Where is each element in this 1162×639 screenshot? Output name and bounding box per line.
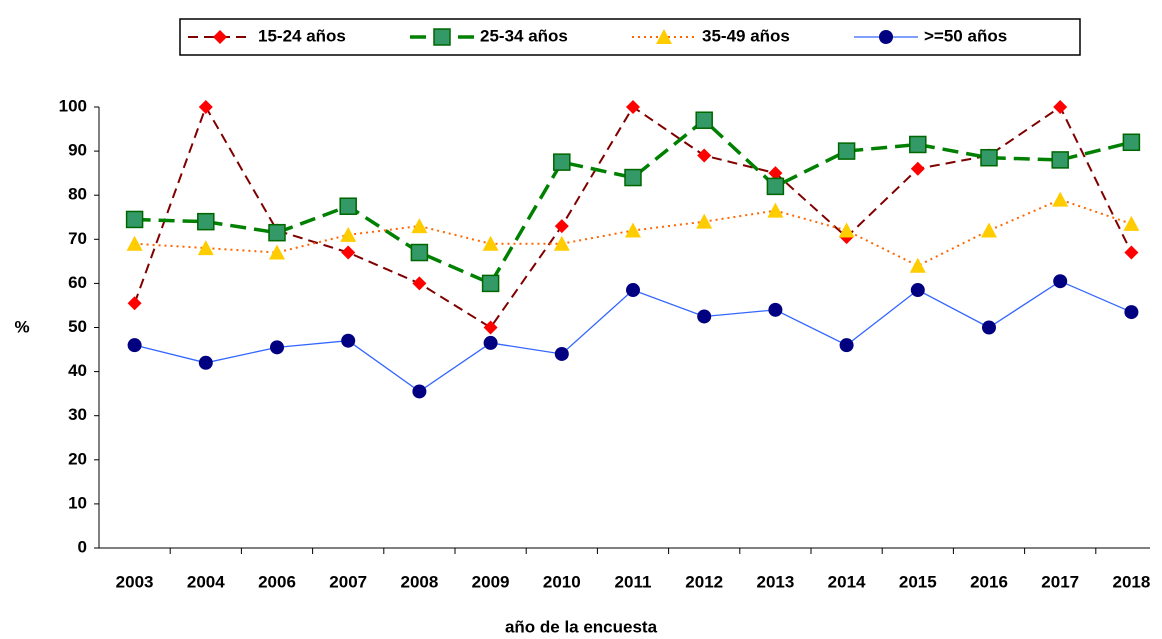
marker: [127, 338, 142, 353]
x-tick-label: 2015: [899, 572, 937, 591]
marker: [125, 210, 144, 229]
marker: [768, 302, 783, 317]
legend-marker: [433, 28, 451, 46]
marker: [198, 355, 213, 370]
marker: [838, 222, 855, 238]
marker: [981, 222, 997, 238]
x-tick-label: 2018: [1112, 572, 1150, 591]
marker: [553, 153, 571, 171]
marker: [482, 235, 499, 251]
marker: [697, 148, 712, 163]
marker: [1124, 305, 1139, 320]
y-tick-label: 60: [68, 273, 87, 292]
marker: [624, 168, 642, 187]
marker: [910, 283, 925, 298]
series-line: [134, 280, 1132, 393]
x-tick-label: 2007: [329, 572, 367, 591]
marker: [766, 177, 785, 196]
x-tick-label: 2012: [685, 572, 723, 591]
x-tick-label: 2016: [970, 572, 1008, 591]
marker: [197, 240, 214, 256]
marker: [197, 212, 215, 231]
marker: [1053, 100, 1068, 114]
marker: [626, 283, 640, 298]
marker: [339, 197, 357, 215]
marker: [268, 223, 286, 242]
marker: [839, 338, 854, 353]
marker: [269, 244, 285, 260]
marker: [410, 243, 429, 262]
marker: [1122, 133, 1141, 152]
y-tick-label: 30: [68, 405, 87, 424]
legend-box: [179, 18, 1081, 56]
marker: [412, 384, 427, 399]
marker: [126, 235, 143, 251]
legend-marker: [656, 29, 672, 44]
marker: [1053, 274, 1068, 289]
x-tick-label: 2009: [472, 572, 510, 591]
x-tick-label: 2013: [756, 572, 794, 591]
x-axis-label: año de la encuesta: [505, 617, 658, 636]
legend-label: 25-34 años: [480, 26, 568, 45]
marker: [909, 257, 926, 273]
legend-label: >=50 años: [924, 26, 1007, 45]
marker: [1051, 151, 1069, 169]
marker: [909, 135, 927, 154]
y-tick-label: 0: [78, 537, 87, 556]
marker: [695, 111, 713, 129]
marker: [481, 274, 500, 293]
marker: [697, 309, 712, 324]
marker: [1123, 215, 1140, 231]
x-tick-label: 2011: [615, 572, 652, 591]
marker: [341, 245, 356, 260]
marker: [1052, 191, 1069, 207]
marker: [767, 202, 784, 218]
marker: [554, 219, 569, 234]
marker: [483, 335, 498, 350]
marker: [768, 166, 783, 181]
y-axis-label: %: [14, 317, 29, 336]
marker: [553, 235, 570, 251]
x-tick-label: 2008: [400, 572, 438, 591]
x-tick-label: 2010: [543, 572, 581, 591]
y-tick-label: 10: [68, 493, 87, 512]
y-tick-label: 90: [68, 141, 87, 160]
x-tick-label: 2006: [258, 572, 296, 591]
marker: [411, 218, 428, 234]
marker: [696, 213, 713, 229]
legend-marker: [879, 30, 893, 44]
x-tick-label: 2003: [116, 572, 154, 591]
legend-marker: [213, 30, 227, 44]
marker: [341, 333, 356, 348]
legend-label: 15-24 años: [258, 26, 346, 45]
marker: [1124, 245, 1139, 260]
y-tick-label: 20: [68, 449, 87, 468]
y-tick-label: 50: [68, 317, 87, 336]
marker: [626, 100, 640, 114]
marker: [554, 346, 569, 361]
x-tick-label: 2014: [828, 572, 866, 591]
marker: [980, 148, 998, 167]
y-tick-label: 100: [59, 96, 87, 115]
marker: [625, 222, 641, 238]
marker: [982, 320, 996, 335]
marker: [837, 142, 856, 160]
series-line: [134, 117, 1132, 286]
marker: [412, 276, 427, 291]
y-tick-label: 70: [68, 229, 87, 248]
marker: [127, 296, 142, 311]
marker: [910, 161, 925, 176]
x-tick-label: 2017: [1041, 572, 1079, 591]
y-tick-label: 80: [68, 185, 87, 204]
marker: [270, 340, 284, 355]
legend-label: 35-49 años: [702, 26, 790, 45]
x-tick-label: 2004: [187, 572, 225, 591]
y-tick-label: 40: [68, 361, 87, 380]
marker: [198, 100, 213, 114]
marker: [483, 320, 498, 335]
marker: [340, 226, 357, 242]
